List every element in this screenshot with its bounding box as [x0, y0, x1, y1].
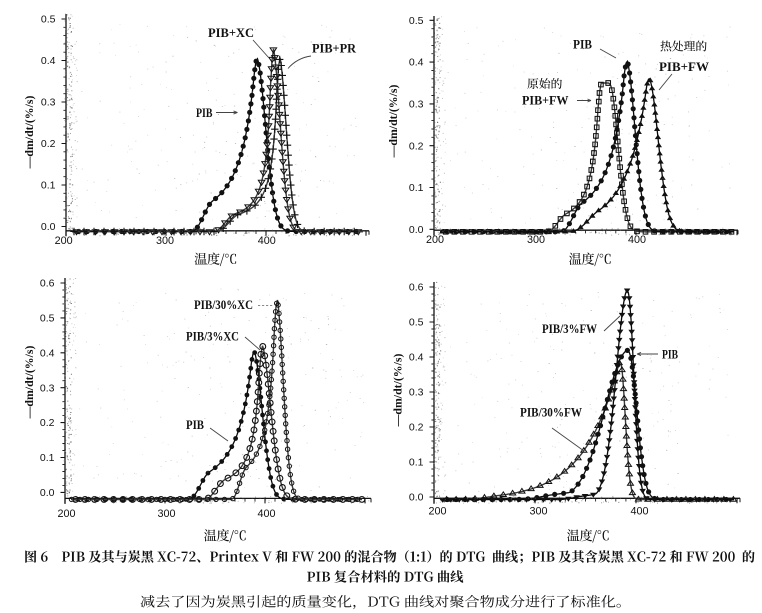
svg-text:PIB/3%FW: PIB/3%FW [542, 322, 597, 336]
svg-text:PIB/30%XC: PIB/30%XC [194, 298, 253, 312]
svg-text:0.1: 0.1 [409, 182, 424, 194]
svg-text:0.0: 0.0 [409, 224, 424, 236]
svg-text:0.0: 0.0 [40, 487, 55, 499]
svg-text:0.2: 0.2 [41, 138, 56, 150]
svg-text:0.5: 0.5 [409, 15, 424, 27]
svg-text:PIB/3%XC: PIB/3%XC [186, 330, 239, 344]
svg-text:0.2: 0.2 [40, 417, 55, 429]
svg-text:PIB+FW: PIB+FW [522, 94, 569, 108]
svg-text:0.1: 0.1 [409, 457, 424, 469]
svg-text:0.4: 0.4 [41, 55, 56, 67]
svg-text:0.3: 0.3 [409, 99, 424, 111]
svg-text:0.4: 0.4 [409, 57, 424, 69]
svg-text:0.6: 0.6 [40, 278, 55, 290]
svg-text:PIB/30%FW: PIB/30%FW [520, 406, 582, 420]
svg-text:400: 400 [258, 235, 276, 247]
svg-text:—dm/dt/(%/s): —dm/dt/(%/s) [22, 346, 36, 420]
svg-text:300: 300 [527, 234, 545, 246]
svg-text:300: 300 [529, 505, 547, 517]
svg-text:200: 200 [428, 505, 446, 517]
svg-text:—dm/dt/(%/s): —dm/dt/(%/s) [386, 85, 400, 159]
svg-text:200: 200 [57, 508, 75, 520]
svg-text:—dm/dt/(%/s): —dm/dt/(%/s) [22, 96, 36, 170]
svg-text:0.4: 0.4 [409, 352, 424, 364]
svg-text:0.6: 0.6 [409, 282, 424, 294]
svg-text:0.5: 0.5 [41, 14, 56, 26]
svg-text:PIB: PIB [186, 418, 204, 432]
svg-text:200: 200 [426, 234, 444, 246]
svg-text:200: 200 [55, 235, 73, 247]
svg-text:—dm/dt/(%/s): —dm/dt/(%/s) [391, 354, 405, 428]
svg-text:PIB+FW: PIB+FW [659, 60, 710, 74]
svg-text:0.4: 0.4 [40, 347, 55, 359]
svg-text:0.0: 0.0 [409, 492, 424, 504]
svg-text:PIB+PR: PIB+PR [312, 42, 357, 56]
svg-text:0.3: 0.3 [409, 387, 424, 399]
svg-text:0.1: 0.1 [40, 452, 55, 464]
svg-text:0.3: 0.3 [40, 382, 55, 394]
svg-text:PIB: PIB [662, 348, 678, 362]
svg-text:PIB+XC: PIB+XC [208, 26, 254, 40]
svg-text:300: 300 [157, 508, 175, 520]
svg-text:0.0: 0.0 [41, 221, 56, 233]
svg-text:0.5: 0.5 [409, 317, 424, 329]
svg-text:0.2: 0.2 [409, 140, 424, 152]
svg-text:0.1: 0.1 [41, 180, 56, 192]
svg-text:300: 300 [156, 235, 174, 247]
svg-text:400: 400 [630, 505, 648, 517]
svg-text:0.5: 0.5 [40, 313, 55, 325]
svg-text:400: 400 [257, 508, 275, 520]
svg-text:PIB: PIB [573, 38, 592, 52]
svg-text:PIB: PIB [196, 106, 213, 120]
svg-text:0.2: 0.2 [409, 422, 424, 434]
svg-text:400: 400 [628, 234, 646, 246]
svg-text:0.3: 0.3 [41, 97, 56, 109]
